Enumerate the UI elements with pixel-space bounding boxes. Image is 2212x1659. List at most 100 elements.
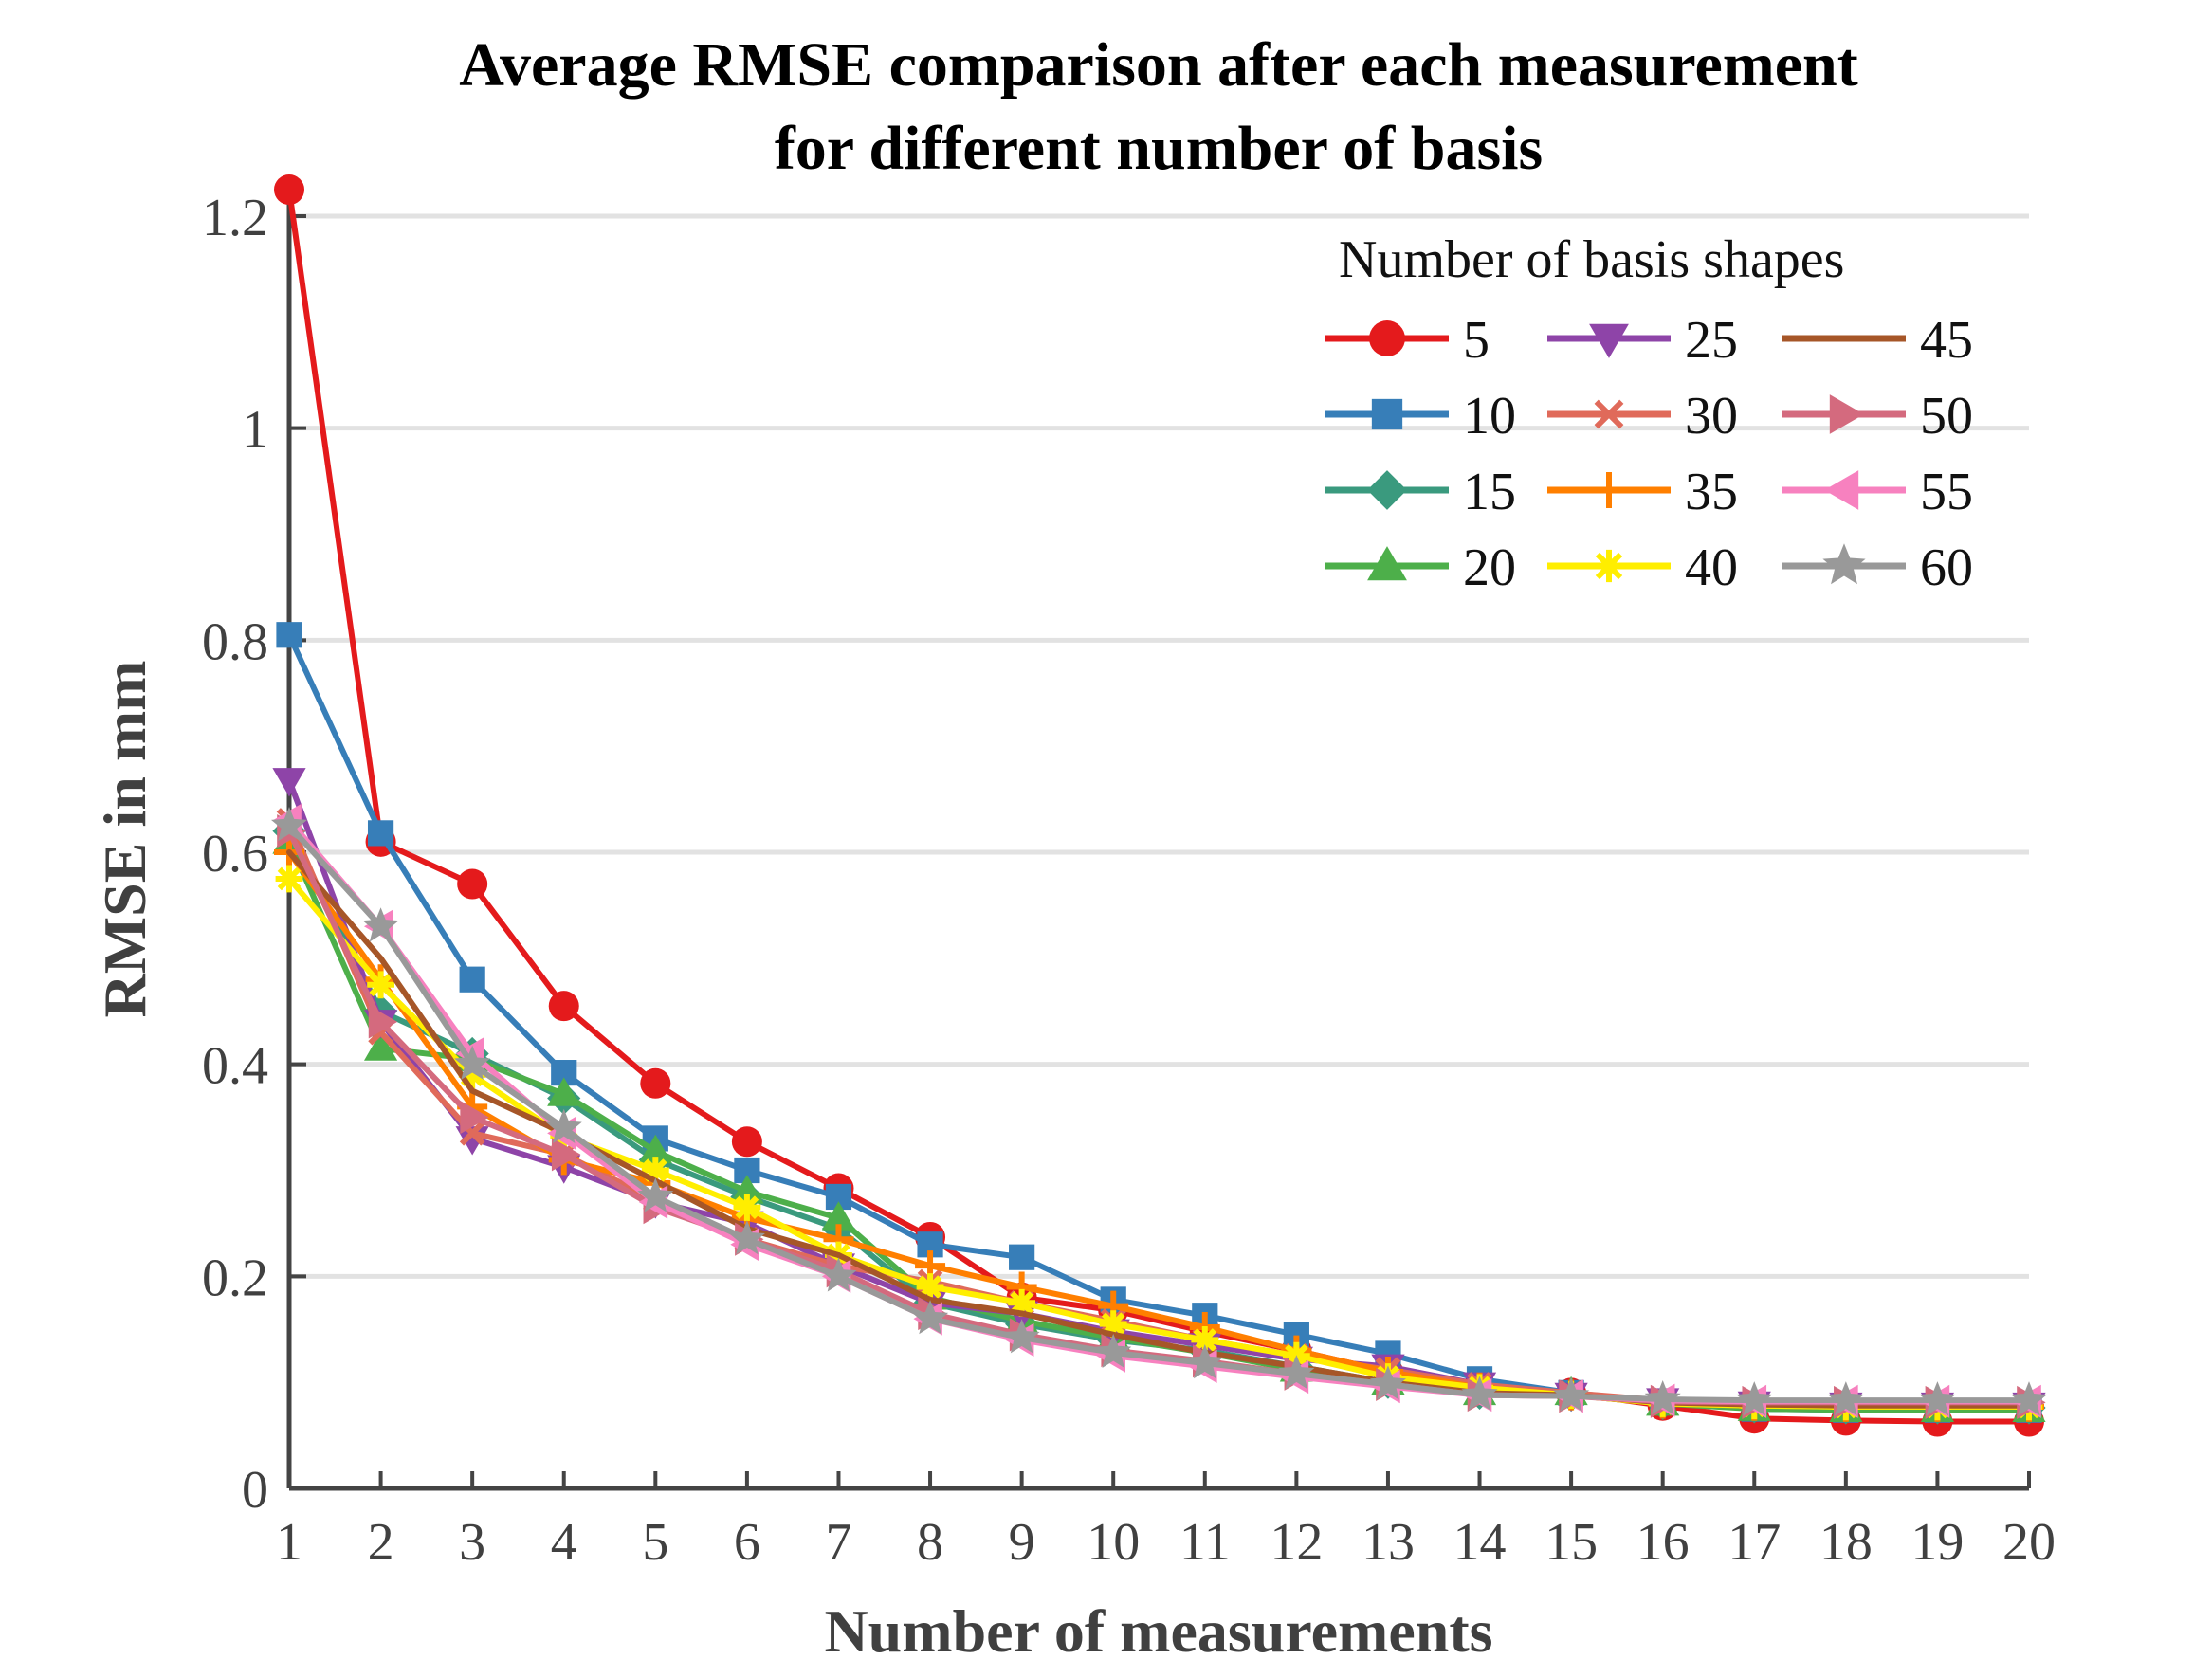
legend-label: 60: [1920, 538, 1973, 597]
legend-entry-5: 5: [1325, 311, 1490, 370]
y-tick-label: 0.2: [202, 1249, 268, 1307]
legend-entry-20: 20: [1325, 538, 1516, 597]
data-point: [377, 955, 384, 961]
legend-label: 20: [1463, 538, 1516, 597]
data-point: [1095, 1333, 1132, 1369]
data-point: [1919, 1381, 1956, 1416]
legend-label: 15: [1463, 463, 1516, 521]
axes: [286, 190, 2031, 1491]
data-point: [272, 768, 306, 797]
x-tick-label: 1: [276, 1513, 302, 1572]
data-point: [545, 1108, 582, 1143]
data-point: [821, 1201, 856, 1231]
data-point: [1592, 549, 1626, 583]
data-point: [1369, 1365, 1406, 1400]
chart-title-line-1: Average RMSE comparison after each measu…: [459, 30, 1858, 100]
data-point: [547, 1077, 581, 1106]
legend-entry-15: 15: [1325, 463, 1516, 521]
data-point: [286, 849, 292, 855]
data-point: [1008, 1288, 1036, 1317]
data-point: [1827, 1381, 1864, 1416]
x-tick-label: 7: [825, 1513, 851, 1572]
data-point: [276, 622, 302, 648]
data-point: [637, 1177, 674, 1212]
data-point: [2010, 1381, 2048, 1416]
data-point: [927, 1296, 934, 1303]
data-point: [1553, 1376, 1590, 1412]
x-tick-label: 20: [2002, 1513, 2056, 1572]
legend-entry-60: 60: [1782, 538, 1973, 597]
data-point: [916, 1273, 944, 1301]
data-point: [275, 865, 303, 893]
data-point: [733, 1194, 761, 1222]
data-point: [1829, 394, 1864, 434]
data-point: [731, 1126, 762, 1158]
data-point: [820, 1257, 857, 1292]
legend-entry-30: 30: [1547, 387, 1738, 446]
data-point: [362, 907, 399, 942]
series-10: [276, 622, 2042, 1423]
series-45: [286, 849, 2032, 1409]
series-line: [286, 189, 2029, 1425]
data-point: [1589, 323, 1629, 358]
data-point: [641, 1157, 669, 1184]
data-point: [469, 1087, 476, 1094]
legend-entry-55: 55: [1782, 463, 1973, 521]
data-point: [1824, 470, 1859, 510]
data-point: [270, 807, 308, 842]
data-point: [728, 1220, 765, 1255]
data-point: [363, 1031, 398, 1061]
data-point: [835, 1251, 842, 1258]
legend-label: 35: [1685, 463, 1738, 521]
data-point: [1367, 470, 1407, 510]
x-tick-label: 8: [917, 1513, 943, 1572]
legend-entry-40: 40: [1547, 538, 1738, 597]
data-point: [912, 1300, 949, 1335]
x-axis-label: Number of measurements: [824, 1597, 1492, 1659]
data-point: [1644, 1380, 1681, 1415]
y-axis-label: RMSE in mm: [91, 661, 158, 1018]
data-point: [730, 1175, 764, 1204]
x-tick-label: 19: [1910, 1513, 1964, 1572]
x-tick-label: 11: [1179, 1513, 1231, 1572]
series-line: [286, 633, 2029, 1413]
y-tick-label: 0: [242, 1461, 268, 1520]
x-tick-label: 12: [1270, 1513, 1323, 1572]
x-tick-labels: 1 2 3 4 5 6 7 8 9 10 11 12 13 14 15 16 17 18 19 20: [276, 1513, 2056, 1572]
data-point: [274, 174, 304, 206]
legend-title: Number of basis shapes: [1339, 230, 1844, 289]
data-point: [1369, 320, 1405, 356]
legend-entry-25: 25: [1547, 311, 1738, 370]
data-point: [1099, 1310, 1127, 1339]
data-point: [367, 971, 394, 999]
grid-lines: [289, 213, 2029, 1279]
series-line: [286, 824, 2029, 1404]
legend-entry-45: 45: [1782, 311, 1973, 370]
data-point: [459, 966, 485, 993]
legend-entry-10: 10: [1325, 387, 1516, 446]
x-tick-label: 14: [1453, 1513, 1507, 1572]
data-point: [368, 1005, 398, 1039]
data-point: [1278, 1355, 1315, 1390]
y-tick-label: 1: [242, 401, 268, 460]
data-point: [1841, 336, 1847, 341]
series-5: [274, 174, 2044, 1437]
data-point: [1594, 399, 1624, 429]
data-point: [638, 1134, 672, 1164]
data-point: [458, 1061, 486, 1089]
data-point: [1191, 1326, 1219, 1354]
y-tick-label: 0.4: [202, 1037, 268, 1096]
x-tick-label: 4: [551, 1513, 577, 1572]
x-tick-label: 6: [734, 1513, 760, 1572]
data-point: [1822, 543, 1866, 585]
x-tick-label: 17: [1728, 1513, 1781, 1572]
x-tick-label: 5: [642, 1513, 668, 1572]
legend-label: 25: [1685, 311, 1738, 370]
legend-label: 30: [1685, 387, 1738, 446]
x-tick-label: 16: [1636, 1513, 1690, 1572]
series-lines: [270, 174, 2048, 1437]
data-point: [460, 1100, 489, 1135]
y-tick-label: 0.6: [202, 825, 268, 884]
data-point: [1018, 1310, 1025, 1317]
legend: Number of basis shapes 5 10 15 20 25 30 35 40 45…: [1325, 230, 1973, 597]
